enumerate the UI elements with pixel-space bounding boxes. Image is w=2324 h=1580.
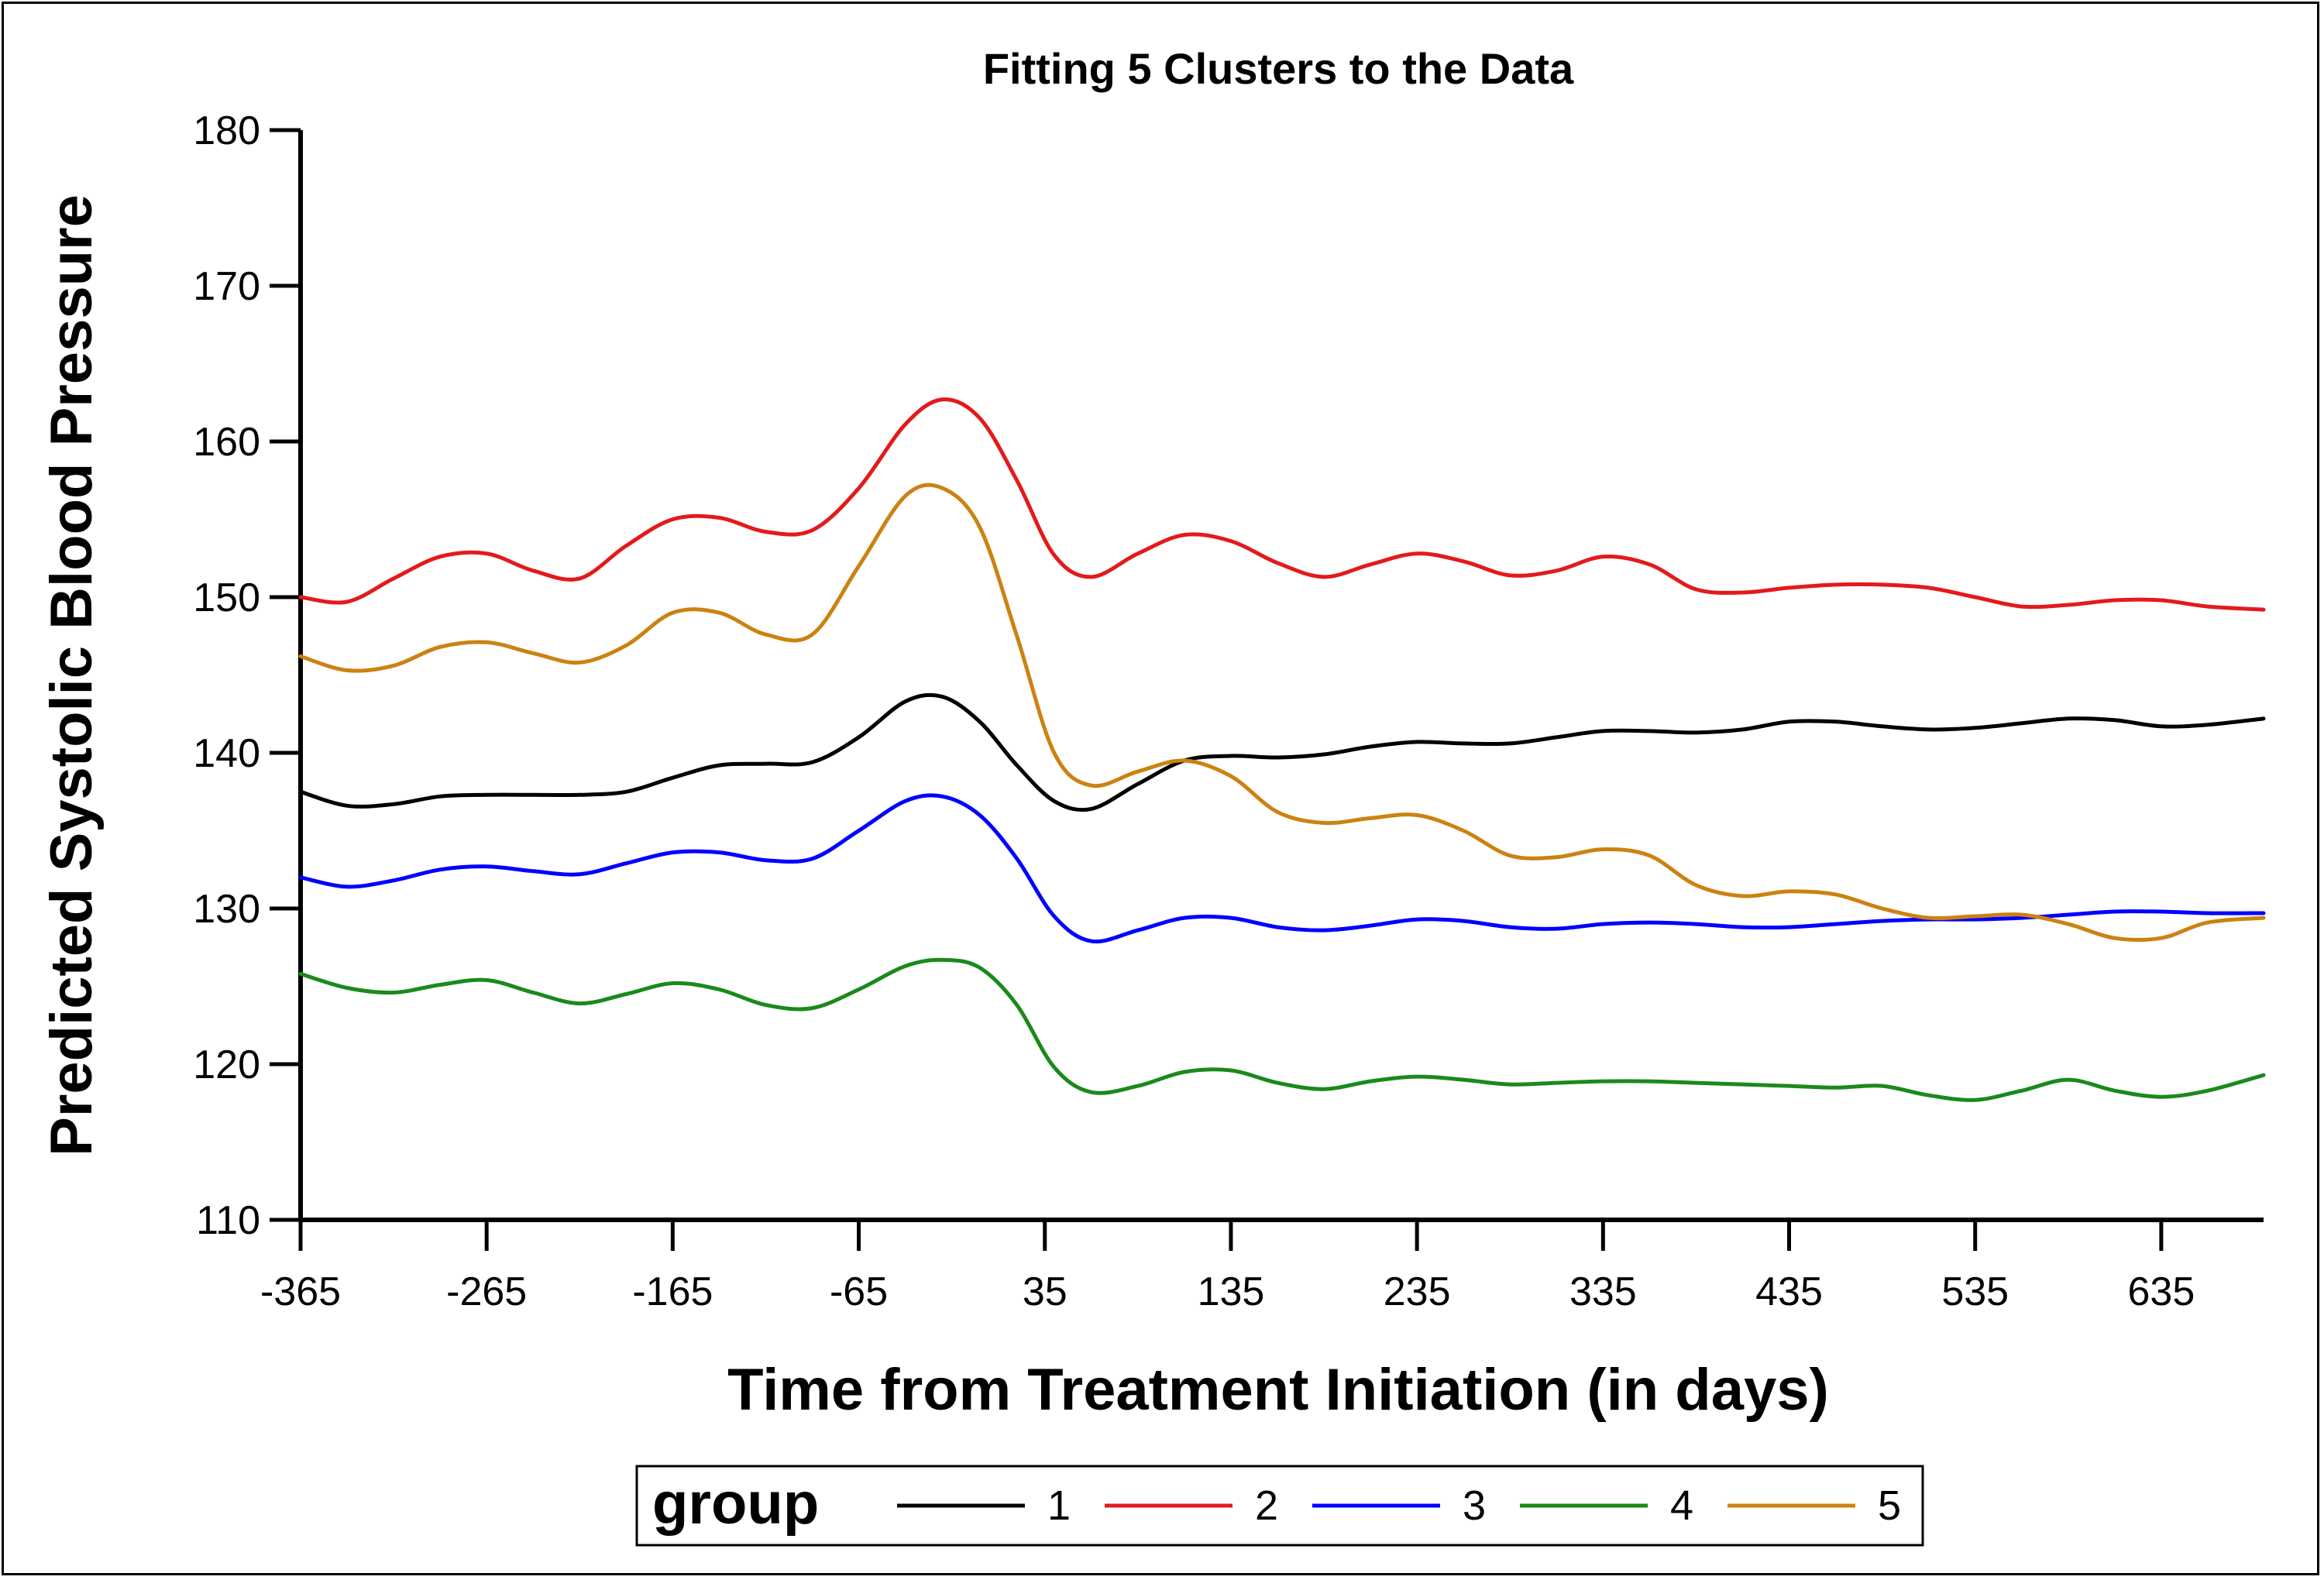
x-tick-label: -265 <box>446 1269 527 1314</box>
legend-entry-2: 2 <box>1255 1482 1278 1529</box>
y-tick-label: 120 <box>193 1042 260 1087</box>
x-tick-label: 435 <box>1755 1269 1823 1314</box>
y-tick-label: 180 <box>193 108 260 153</box>
series-layer <box>298 397 2266 1102</box>
legend-entry-5: 5 <box>1878 1482 1901 1529</box>
series-line-4 <box>298 957 2266 1102</box>
x-tick-label: 235 <box>1384 1269 1451 1314</box>
y-tick-label: 110 <box>196 1198 260 1243</box>
x-tick-label: 135 <box>1198 1269 1265 1314</box>
x-tick-label: 635 <box>2128 1269 2195 1314</box>
legend-title: group <box>652 1471 819 1537</box>
y-tick-label: 130 <box>193 887 260 932</box>
x-tick-label: -365 <box>260 1269 341 1314</box>
legend-entry-3: 3 <box>1463 1482 1486 1529</box>
y-tick-label: 160 <box>193 420 260 465</box>
y-tick-label: 150 <box>193 575 260 620</box>
x-tick-label: 335 <box>1569 1269 1637 1314</box>
x-axis-label: Time from Treatment Initiation (in days) <box>727 1357 1829 1423</box>
x-tick-label: -65 <box>830 1269 888 1314</box>
series-line-1 <box>298 692 2266 812</box>
series-line-2 <box>298 397 2266 612</box>
y-tick-label: 140 <box>193 731 260 776</box>
legend-box <box>635 1465 1924 1547</box>
legend: group 1 2 3 4 5 <box>635 1465 1924 1547</box>
series-line-3 <box>298 793 2266 944</box>
series-line-5 <box>298 483 2266 943</box>
axes: 110 120 130 140 150 160 170 180 -365 -265 -165 -65 3… <box>193 108 2264 1314</box>
legend-entry-1: 1 <box>1047 1482 1071 1529</box>
x-tick-label: 535 <box>1941 1269 2009 1314</box>
chart-title: Fitting 5 Clusters to the Data <box>983 44 1574 93</box>
y-axis-label: Predicted Systolic Blood Pressure <box>39 194 105 1156</box>
x-tick-label: -165 <box>632 1269 713 1314</box>
legend-entry-4: 4 <box>1670 1482 1693 1529</box>
y-tick-label: 170 <box>193 264 260 309</box>
x-tick-label: 35 <box>1023 1269 1067 1314</box>
